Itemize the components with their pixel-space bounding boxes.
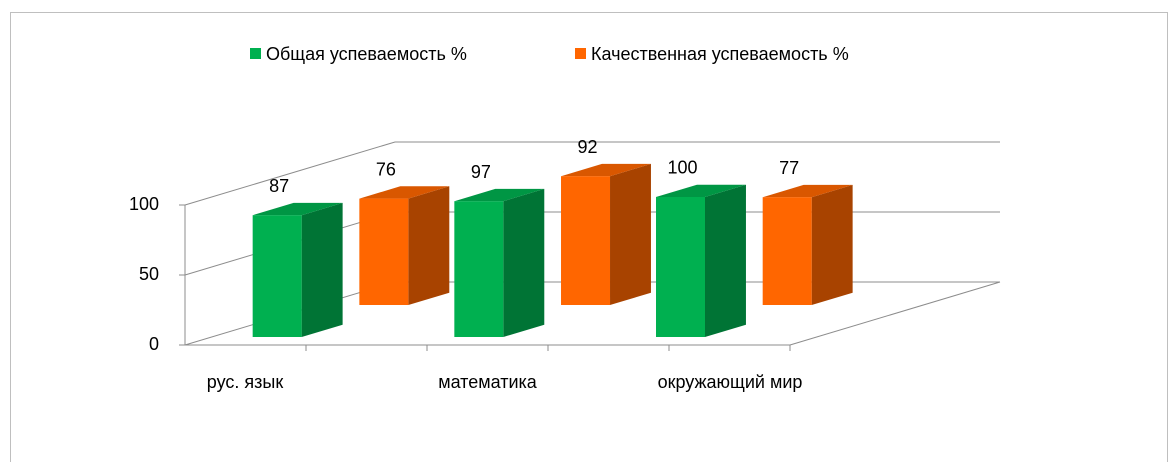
- bar-top: [454, 188, 545, 202]
- data-label: 97: [471, 162, 491, 182]
- chart-border: [10, 12, 1168, 462]
- bar: [561, 176, 611, 305]
- bar-side: [610, 163, 651, 305]
- x-tick-label: математика: [438, 372, 538, 392]
- bar-side: [408, 186, 450, 305]
- bar-top: [762, 184, 853, 198]
- bar-top: [359, 186, 450, 199]
- y-tick-label: 100: [129, 194, 159, 214]
- bar: [454, 201, 504, 337]
- legend-label: Качественная успеваемость %: [591, 44, 849, 64]
- floor-side: [789, 281, 1001, 346]
- y-tick-label: 50: [139, 264, 159, 284]
- bar-top: [561, 163, 651, 177]
- x-tick-label: окружающий мир: [658, 372, 803, 392]
- legend-swatch: [250, 48, 261, 59]
- bar: [359, 198, 409, 305]
- legend-label: Общая успеваемость %: [266, 44, 467, 64]
- grid-line: [184, 141, 1000, 206]
- legend-swatch: [575, 48, 586, 59]
- bar: [762, 197, 812, 305]
- bar-side: [811, 184, 853, 305]
- data-label: 100: [667, 158, 697, 178]
- data-label: 76: [376, 159, 396, 179]
- bar-top: [656, 184, 746, 197]
- x-tick-label: рус. язык: [207, 372, 284, 392]
- bar-side: [503, 188, 545, 337]
- data-label: 77: [779, 158, 799, 178]
- bar: [252, 215, 302, 337]
- bar-top: [252, 202, 343, 216]
- y-tick-label: 0: [149, 334, 159, 354]
- data-label: 87: [269, 176, 289, 196]
- bar-side: [301, 202, 343, 337]
- data-label: 92: [578, 137, 598, 157]
- bar-side: [705, 184, 746, 337]
- bar: [656, 196, 706, 337]
